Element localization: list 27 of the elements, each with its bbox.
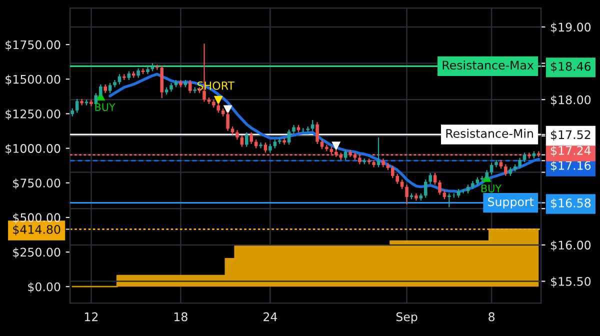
y-tick-label: $1250.00 xyxy=(6,109,60,120)
y-tick-label: $750.00 xyxy=(13,178,60,190)
y2-tick-label: $15.50 xyxy=(551,276,591,288)
y-tick-label: $1000.00 xyxy=(6,144,60,155)
data-label: BUY xyxy=(95,103,116,111)
x-tick-label: 12 xyxy=(85,312,98,322)
ref-line-label: Resistance-Min xyxy=(446,128,533,138)
y2-tick-label: $16.58 xyxy=(551,198,591,210)
y2-tick-label: $19.00 xyxy=(551,22,591,34)
y-tick-label: $0.00 xyxy=(28,282,60,293)
x-tick-label: 8 xyxy=(488,312,495,322)
y-tick-label: $1750.00 xyxy=(6,40,60,51)
ref-line-label: Support xyxy=(488,197,534,209)
y-tick-label: $1500.00 xyxy=(6,74,60,86)
y2-tick-label: $17.52 xyxy=(551,130,590,141)
data-label: BUY xyxy=(481,184,502,192)
y-tick-label: $250.00 xyxy=(13,248,60,258)
y2-tick-label: $18.00 xyxy=(551,95,591,106)
y2-tick-label: $17.16 xyxy=(551,160,591,172)
x-tick-label: Sep xyxy=(396,312,418,324)
x-tick-label: 24 xyxy=(264,312,278,322)
ref-line-label: Resistance-Max xyxy=(442,60,534,70)
y2-tick-label: $16.00 xyxy=(551,240,591,252)
y-tick-label: $414.80 xyxy=(13,224,60,236)
y2-tick-label: $17.24 xyxy=(551,146,591,156)
x-tick-label: 18 xyxy=(174,312,188,322)
y2-tick-label: $18.46 xyxy=(551,62,591,72)
